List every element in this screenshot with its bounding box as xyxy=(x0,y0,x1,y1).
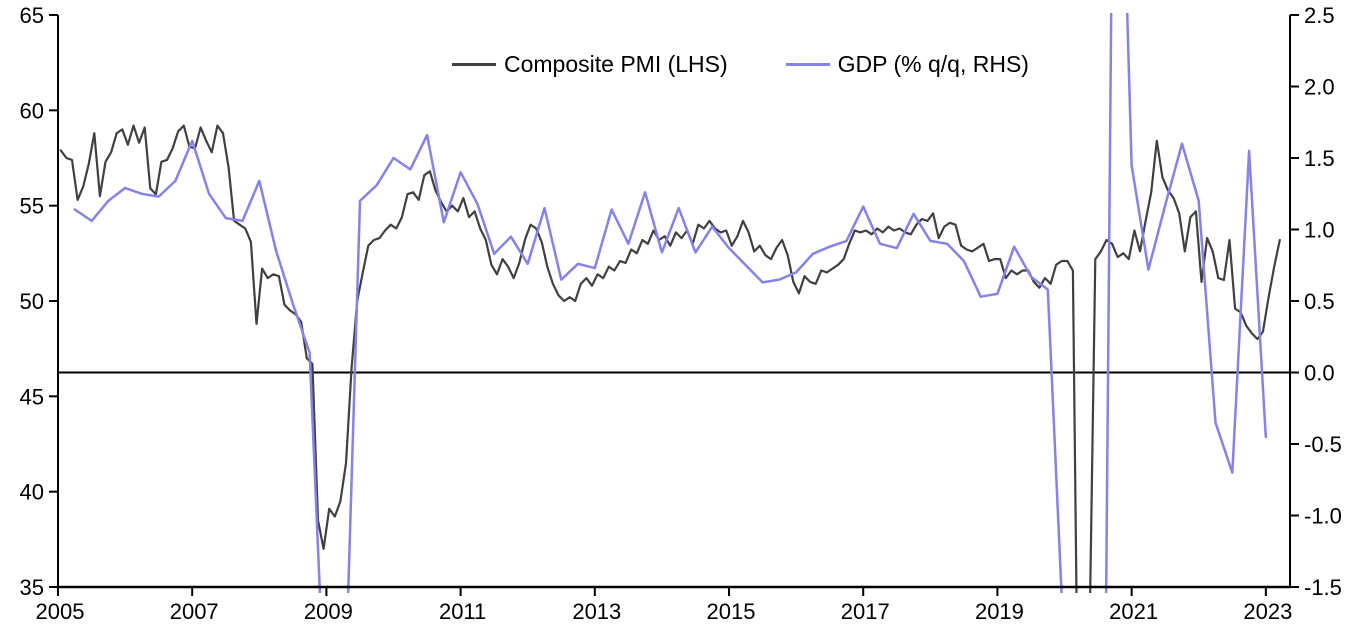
y-right-tick-label: 0.5 xyxy=(1304,289,1335,314)
x-tick-label: 2007 xyxy=(170,599,219,624)
y-axis-left-ticks: 65 60 55 50 45 40 35 xyxy=(20,3,58,600)
x-tick-label: 2011 xyxy=(439,599,486,624)
legend-label-gdp: GDP (% q/q, RHS) xyxy=(837,51,1029,77)
x-axis-ticks: 2005 2007 2009 2011 2013 2015 2017 2019 2021 2023 xyxy=(36,587,1292,624)
gdp-line xyxy=(73,13,1268,593)
y-right-tick-label: 0.0 xyxy=(1304,361,1335,386)
pmi-line xyxy=(59,124,1281,593)
x-tick-label: 2013 xyxy=(572,599,621,624)
x-tick-label: 2015 xyxy=(707,599,756,624)
y-left-tick-label: 55 xyxy=(20,194,44,219)
y-axis-right-ticks: 2.5 2.0 1.5 1.0 0.5 0.0 -0.5 -1.0 -1.5 xyxy=(1290,3,1342,600)
y-right-tick-label: 2.0 xyxy=(1304,75,1335,100)
pmi-line-swatch-icon xyxy=(452,63,496,66)
x-tick-label: 2005 xyxy=(36,599,85,624)
y-right-tick-label: -1.5 xyxy=(1304,575,1342,600)
y-left-tick-label: 65 xyxy=(20,3,44,28)
y-right-tick-label: 1.5 xyxy=(1304,146,1335,171)
legend-item-gdp: GDP (% q/q, RHS) xyxy=(785,51,1029,78)
y-left-tick-label: 45 xyxy=(20,384,44,409)
y-left-tick-label: 35 xyxy=(20,575,44,600)
y-right-tick-label: -0.5 xyxy=(1304,432,1342,457)
y-left-tick-label: 60 xyxy=(20,98,44,123)
x-tick-label: 2023 xyxy=(1243,599,1292,624)
x-tick-label: 2017 xyxy=(841,599,890,624)
chart-legend: Composite PMI (LHS) GDP (% q/q, RHS) xyxy=(452,51,1029,78)
y-right-tick-label: 2.5 xyxy=(1304,3,1335,28)
x-tick-label: 2021 xyxy=(1109,599,1158,624)
y-left-tick-label: 50 xyxy=(20,289,44,314)
gdp-line-swatch-icon xyxy=(785,63,830,66)
y-right-tick-label: 1.0 xyxy=(1304,218,1335,243)
y-left-tick-label: 40 xyxy=(20,480,44,505)
x-tick-label: 2009 xyxy=(304,599,353,624)
y-right-tick-label: -1.0 xyxy=(1304,504,1342,529)
x-tick-label: 2019 xyxy=(975,599,1024,624)
legend-item-composite-pmi: Composite PMI (LHS) xyxy=(452,51,728,78)
legend-label-pmi: Composite PMI (LHS) xyxy=(504,51,728,77)
